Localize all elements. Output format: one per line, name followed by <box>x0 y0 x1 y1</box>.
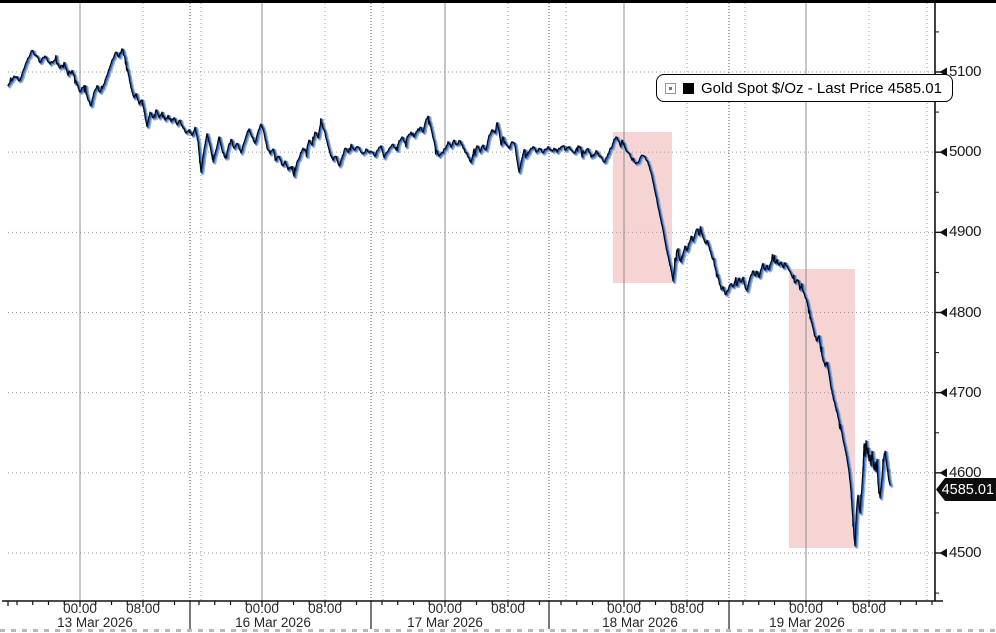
legend-series-marker-icon <box>683 82 694 94</box>
last-price-badge: 4585.01 <box>936 478 996 501</box>
x-axis-time-label: 00:00 <box>245 601 279 616</box>
price-line <box>7 48 891 547</box>
legend-label: Gold Spot $/Oz - Last Price 4585.01 <box>701 79 942 97</box>
legend-box[interactable]: Gold Spot $/Oz - Last Price 4585.01 <box>656 74 953 102</box>
x-axis-date-label: 18 Mar 2026 <box>602 615 678 630</box>
y-axis-label: 4600 <box>949 463 982 481</box>
highlight-region-19-mar-selloff <box>789 269 855 548</box>
x-axis-time-label: 00:00 <box>607 601 641 616</box>
x-axis-time-label: 00:00 <box>789 601 823 616</box>
x-axis-date-label: 17 Mar 2026 <box>407 615 483 630</box>
y-tick-arrow-icon <box>939 308 947 318</box>
highlight-region-18-mar-selloff <box>613 132 672 283</box>
x-axis-time-label: 08:00 <box>126 601 160 616</box>
y-axis-label: 4700 <box>949 383 982 401</box>
last-price-value: 4585.01 <box>941 481 994 498</box>
y-tick-arrow-icon <box>939 388 947 398</box>
y-tick-arrow-icon <box>939 147 947 157</box>
window-top-border <box>0 0 996 3</box>
x-axis-time-label: 08:00 <box>852 601 886 616</box>
x-axis-date-label: 19 Mar 2026 <box>769 615 845 630</box>
x-axis-time-label: 00:00 <box>428 601 462 616</box>
x-axis-time-label: 00:00 <box>63 601 97 616</box>
price-line <box>8 48 894 549</box>
price-line <box>8 48 892 548</box>
y-axis-label: 5000 <box>949 143 982 161</box>
y-axis-label: 4900 <box>949 223 982 241</box>
x-axis-date-label: 16 Mar 2026 <box>235 615 311 630</box>
x-axis-time-label: 08:00 <box>670 601 704 616</box>
x-axis-time-label: 08:00 <box>491 601 525 616</box>
y-tick-arrow-icon <box>939 468 947 478</box>
bottom-edge-strip <box>0 629 996 632</box>
y-tick-arrow-icon <box>939 548 947 558</box>
y-axis-label: 5100 <box>949 63 982 80</box>
y-axis-label: 4500 <box>949 544 982 561</box>
x-axis-date-label: 13 Mar 2026 <box>57 615 133 630</box>
x-axis-time-label: 08:00 <box>308 601 342 616</box>
y-axis-label: 4800 <box>949 303 982 321</box>
y-tick-arrow-icon <box>939 227 947 237</box>
legend-expand-icon[interactable] <box>665 82 676 94</box>
